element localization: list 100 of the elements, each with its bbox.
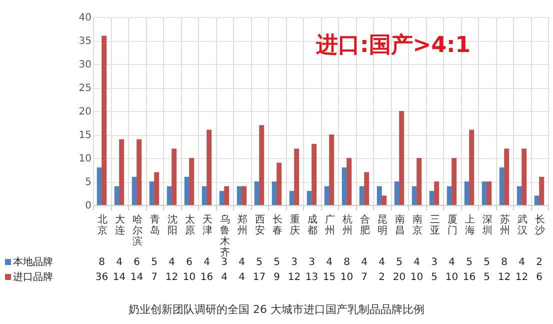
- bar: [342, 167, 347, 205]
- x-tick-label: 三亚: [430, 214, 440, 236]
- bar: [452, 158, 457, 205]
- text: 奶业创新团队调研的全国 26 大城市进口国产乳制品品牌比例: [128, 302, 426, 317]
- data-label: 5: [431, 272, 438, 283]
- data-label: 10: [410, 272, 424, 283]
- bar: [359, 186, 364, 205]
- data-label: 2: [536, 257, 542, 268]
- bar: [376, 186, 382, 205]
- data-label: 4: [204, 257, 210, 268]
- x-tick-label: 天津: [202, 214, 212, 236]
- data-label: 10: [445, 272, 458, 283]
- data-label: 13: [305, 272, 318, 283]
- data-label: 3: [291, 257, 298, 268]
- x-tick-label: 南京: [412, 214, 422, 236]
- data-label: 5: [466, 257, 472, 268]
- data-label: 4: [326, 257, 332, 268]
- x-tick-label: 长沙: [534, 214, 545, 236]
- data-label: 4: [378, 257, 385, 268]
- data-label: 5: [256, 257, 262, 268]
- data-label: 14: [112, 272, 126, 283]
- data-label: 5: [274, 257, 280, 268]
- x-tick-label: 哈尔滨: [132, 214, 142, 248]
- y-tick-label: 5: [85, 177, 92, 188]
- bar: [119, 139, 124, 205]
- data-label: 14: [130, 272, 144, 283]
- x-tick-label: 沈阳: [167, 214, 178, 236]
- x-tick-label: 青岛: [150, 214, 160, 236]
- bar: [486, 182, 492, 205]
- data-label: 3: [431, 257, 438, 268]
- x-tick-label: 昆明: [377, 214, 388, 236]
- x-tick-label: 大连: [114, 214, 125, 236]
- data-label: 7: [361, 272, 368, 283]
- bar: [482, 182, 487, 205]
- bar: [312, 144, 317, 205]
- y-tick-label: 25: [78, 83, 92, 94]
- bar: [154, 172, 160, 205]
- data-label: 12: [498, 272, 511, 283]
- bar: [324, 186, 330, 205]
- data-label: 12: [165, 272, 178, 283]
- data-label: 5: [484, 272, 490, 283]
- data-label: 12: [288, 272, 301, 283]
- data-label: 3: [308, 257, 315, 268]
- data-label: 16: [462, 272, 476, 283]
- bar: [364, 172, 370, 205]
- bar: [206, 130, 212, 205]
- data-label: 16: [200, 272, 214, 283]
- data-label: 4: [238, 257, 245, 268]
- data-label: 5: [484, 257, 490, 268]
- x-tick-label: 武汉: [517, 214, 528, 236]
- bar: [166, 186, 172, 205]
- x-tick-label: 厦门: [447, 214, 458, 236]
- bar: [149, 182, 154, 205]
- data-label: 5: [151, 257, 158, 268]
- legend-label: 本地品牌: [13, 256, 53, 268]
- data-label: 4: [168, 257, 175, 268]
- bar: [516, 186, 522, 205]
- legend-label: 进口品牌: [13, 271, 53, 283]
- bar: [96, 167, 102, 205]
- annotation: 进口:国产>4:1: [314, 32, 471, 58]
- x-tick-label: 杭州: [341, 214, 352, 236]
- bar: [272, 182, 277, 205]
- data-label: 6: [536, 272, 542, 283]
- data-label: 7: [151, 272, 158, 283]
- data-label: 8: [344, 257, 350, 268]
- data-label: 36: [95, 272, 108, 283]
- x-tick-label: 乌鲁木齐: [220, 214, 230, 258]
- data-label: 20: [392, 272, 406, 283]
- x-tick-label: 上海: [464, 214, 475, 236]
- data-label: 2: [378, 272, 385, 283]
- x-tick-label: 北京: [97, 214, 108, 236]
- bar: [294, 148, 300, 205]
- y-tick-label: 30: [78, 60, 92, 70]
- data-label: 8: [501, 257, 508, 268]
- bar: [469, 130, 474, 205]
- bar: [446, 186, 452, 205]
- x-tick-label: 苏州: [500, 214, 510, 236]
- bar: [172, 148, 177, 205]
- data-label: 4: [448, 257, 455, 268]
- data-label: 4: [238, 272, 245, 283]
- data-label: 10: [182, 272, 196, 283]
- data-label: 4: [116, 257, 122, 268]
- bar: [534, 196, 540, 205]
- data-label: 4: [221, 272, 228, 283]
- y-tick-label: 20: [78, 106, 92, 118]
- data-label: 8: [98, 257, 105, 268]
- bar: [416, 158, 422, 205]
- bar: [504, 148, 510, 205]
- bar: [329, 134, 334, 205]
- bar: [114, 186, 120, 205]
- x-tick-label: 太原: [184, 214, 195, 236]
- bar: [464, 182, 470, 205]
- x-tick-label: 郑州: [237, 214, 248, 236]
- x-tick-label: 成都: [307, 214, 318, 236]
- bar: [236, 186, 242, 205]
- bar: [224, 186, 230, 205]
- x-tick-label: 重庆: [290, 214, 300, 236]
- x-tick-label: 合肥: [360, 214, 370, 236]
- data-label: 6: [186, 257, 192, 268]
- bar: [189, 158, 194, 205]
